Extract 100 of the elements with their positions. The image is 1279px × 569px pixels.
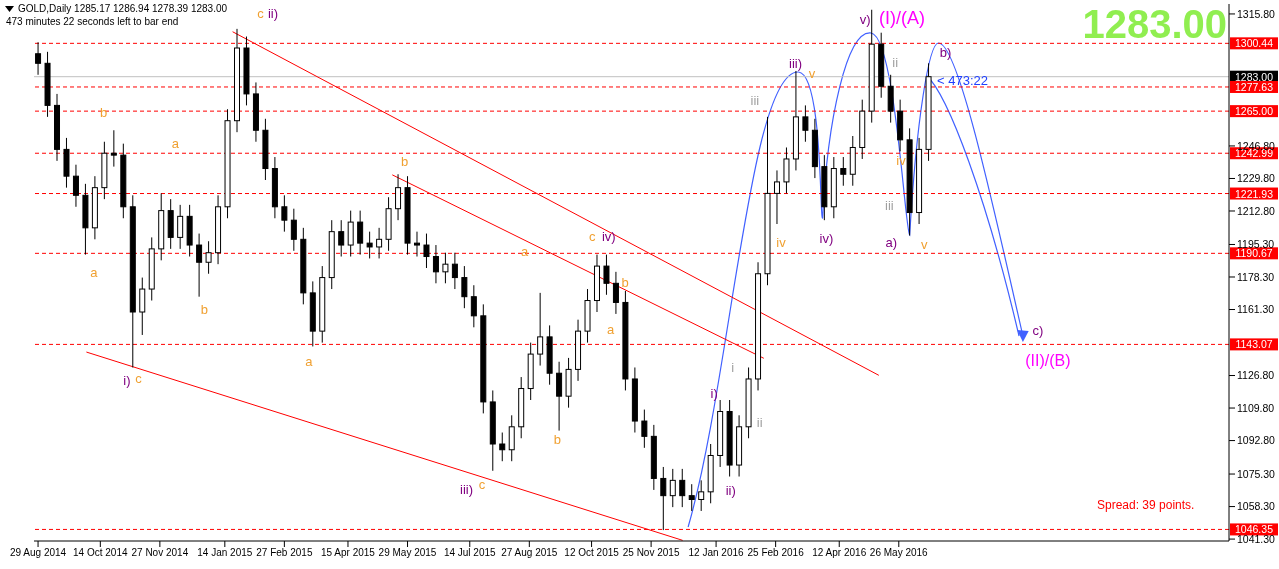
candlestick (679, 468, 686, 508)
annotation: < 473:22 (937, 73, 989, 89)
ref-line-label: 1190.67 (1235, 247, 1273, 260)
annotation: ii) (725, 482, 736, 498)
y-tick-label: 1212.80 (1237, 204, 1276, 217)
text: 473 minutes 22 seconds left to bar end (6, 16, 179, 27)
annotation: c (135, 370, 143, 386)
annotation: b (400, 153, 409, 169)
annotation: c) (1032, 322, 1044, 338)
candlestick (669, 468, 676, 508)
annotation: iv (776, 234, 787, 250)
x-tick-label: 26 May 2016 (869, 547, 929, 559)
x-tick-label: 27 Nov 2014 (131, 547, 189, 559)
chart-title: GOLD,Daily 1285.17 1286.94 1278.39 1283.00 (18, 3, 228, 14)
annotation: v (920, 236, 928, 252)
annotation: b (100, 104, 108, 120)
candlestick (357, 210, 364, 256)
annotation: c (589, 228, 597, 244)
y-tick-label: 1126.80 (1237, 369, 1275, 382)
annotation: (I)/(A) (878, 8, 925, 28)
annotation: 1283.00 (1082, 2, 1227, 47)
candlestick (290, 208, 297, 252)
y-tick-label: 1092.80 (1237, 434, 1276, 447)
candlestick (196, 233, 203, 298)
y-tick-label: 1315.80 (1237, 7, 1276, 20)
x-tick-label: 27 Aug 2015 (501, 547, 558, 559)
annotation: ii (756, 414, 763, 430)
annotation: b (200, 301, 208, 317)
x-tick-label: 15 Apr 2015 (321, 547, 376, 559)
annotation: i) (123, 372, 131, 388)
x-tick-label: 27 Feb 2015 (256, 547, 313, 559)
candlestick (432, 244, 439, 284)
annotation: ii) (267, 5, 279, 21)
annotation: a (520, 243, 529, 259)
ref-line-label: 1277.63 (1235, 80, 1274, 93)
candlestick (395, 173, 402, 221)
annotation: c (257, 5, 265, 21)
candlestick (281, 194, 288, 233)
x-tick-label: 29 Aug 2014 (9, 547, 67, 559)
annotation: iv) (601, 228, 616, 244)
candlestick (783, 146, 790, 194)
x-tick-label: 12 Apr 2016 (812, 547, 867, 559)
candlestick (72, 164, 79, 208)
annotation: a (607, 321, 616, 337)
candlestick (442, 252, 449, 284)
candlestick (499, 432, 506, 462)
candlestick (603, 254, 610, 296)
annotation: iv) (819, 230, 834, 246)
x-tick-label: 25 Feb 2016 (747, 547, 805, 559)
candlestick (470, 284, 477, 328)
ref-line-label: 1143.07 (1235, 338, 1273, 351)
annotation: a (305, 353, 314, 369)
x-tick-label: 29 May 2015 (378, 547, 437, 559)
ref-line-label: 1221.93 (1235, 187, 1274, 200)
annotation: b (621, 274, 629, 290)
x-tick-label: 12 Jan 2016 (688, 547, 745, 559)
ref-line-label: 1283.00 (1235, 70, 1274, 83)
y-tick-label: 1058.30 (1237, 500, 1276, 513)
annotation: Spread: 39 points. (1097, 498, 1195, 512)
candlestick (688, 483, 695, 512)
candlestick (414, 231, 420, 258)
y-tick-label: 1075.30 (1237, 467, 1276, 480)
candlestick (660, 466, 667, 531)
annotation: a (90, 264, 99, 280)
x-tick-label: 14 Oct 2014 (73, 547, 128, 559)
y-tick-label: 1178.30 (1237, 270, 1275, 283)
x-tick-label: 14 Jul 2015 (443, 547, 497, 559)
annotation: a) (885, 234, 898, 250)
candlestick (139, 277, 146, 336)
annotation: b (553, 431, 562, 447)
annotation: c (478, 476, 486, 492)
candlestick (338, 219, 345, 258)
candlestick (366, 231, 373, 259)
candlestick (698, 479, 705, 512)
y-tick-label: 1229.80 (1237, 172, 1276, 185)
candlestick (641, 409, 648, 449)
candlestick (556, 361, 563, 432)
annotation: v (808, 65, 816, 81)
x-tick-label: 14 Jan 2015 (197, 547, 253, 559)
x-tick-label: 25 Nov 2015 (622, 547, 680, 559)
candlestick (802, 104, 809, 143)
ref-line-label: 1265.00 (1235, 105, 1274, 118)
annotation: iii) (789, 55, 803, 71)
candlestick (508, 414, 515, 462)
annotation: a (171, 135, 180, 151)
annotation: ii (892, 54, 899, 70)
candlestick (376, 227, 383, 259)
candlestick (423, 233, 430, 269)
annotation: iii (885, 197, 894, 213)
annotation: iii (750, 92, 760, 108)
annotation: i (731, 359, 735, 375)
annotation: i) (710, 385, 718, 401)
ref-line-label: 1300.44 (1235, 37, 1274, 50)
candlestick (177, 204, 184, 250)
annotation: b) (939, 44, 952, 60)
candlestick (110, 129, 117, 168)
candlestick (35, 41, 42, 76)
candlestick (461, 265, 468, 309)
y-tick-label: 1161.30 (1237, 303, 1275, 316)
candlestick (347, 210, 354, 258)
